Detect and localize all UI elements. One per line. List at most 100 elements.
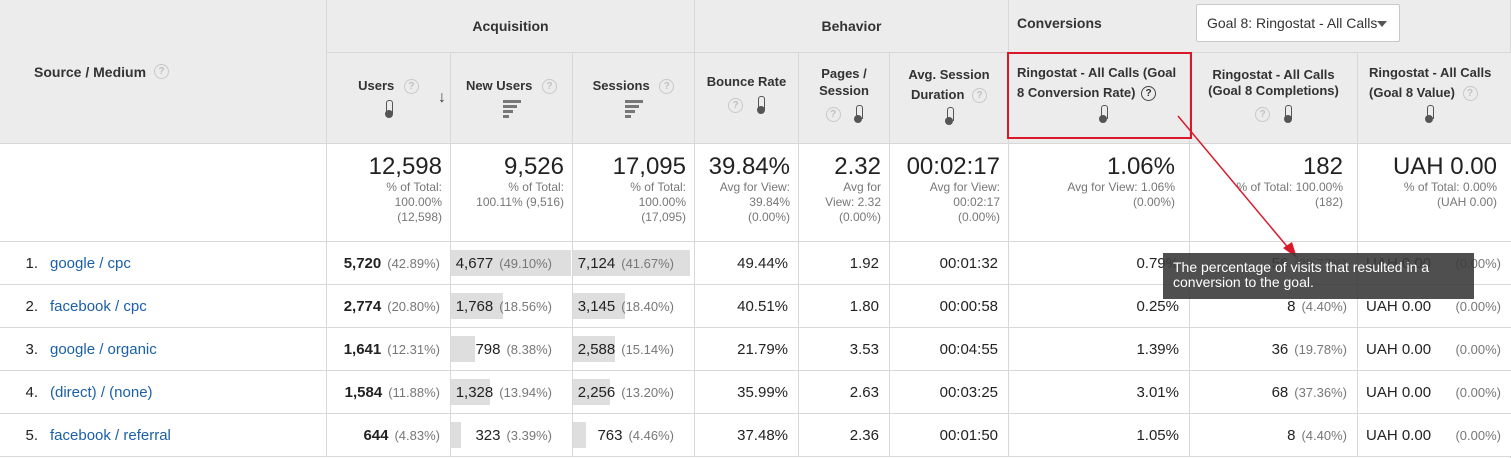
cell-value: UAH 0.00 <box>1366 426 1432 444</box>
cell-value: 1,328 <box>455 383 494 401</box>
total-goal-value: UAH 0.00 % of Total: 0.00% (UAH 0.00) <box>1358 144 1511 242</box>
cell-value: UAH 0.00 (0.00%) <box>1358 371 1511 414</box>
help-icon[interactable]: ? <box>1255 106 1271 122</box>
conversion-rate-header-line1: Ringostat - All Calls (Goal <box>1017 65 1177 80</box>
cell-percent: (42.89%) <box>387 255 440 271</box>
total-caption: 00:02:17 <box>953 195 1000 209</box>
total-caption: 100.00% <box>638 195 686 209</box>
cell-new-users: 1,768 (18.56%) <box>451 285 573 328</box>
completions-header-line1: Ringostat - All Calls <box>1212 67 1335 82</box>
total-pages-session: 2.32 Avg for View: 2.32 (0.00%) <box>799 144 890 242</box>
cell-pages: 1.80 <box>799 285 890 328</box>
thermometer-icon[interactable] <box>384 100 393 119</box>
bar-chart-icon[interactable] <box>502 98 521 118</box>
users-header-label: Users <box>358 78 395 93</box>
cell-percent: (0.00%) <box>1455 298 1501 314</box>
total-value: 17,095 <box>612 153 686 180</box>
cell-percent: (18.40%) <box>621 298 674 314</box>
conversion-rate-header-line2: 8 Conversion Rate) <box>1017 85 1136 100</box>
thermometer-icon[interactable] <box>1099 104 1108 123</box>
cell-value: 5,720 <box>343 254 382 272</box>
row-number: 5. <box>25 426 38 444</box>
help-icon[interactable]: ? <box>972 88 988 104</box>
thermometer-icon[interactable] <box>1425 104 1434 123</box>
cell-completions: 36 (19.78%) <box>1190 328 1358 371</box>
share-bar <box>451 336 475 362</box>
cell-value: 00:01:50 <box>939 426 998 444</box>
help-icon[interactable]: ? <box>154 64 170 79</box>
bar-chart-icon[interactable] <box>624 98 643 118</box>
cell-percent: (41.67%) <box>621 255 674 271</box>
cell-value: 323 <box>475 426 501 444</box>
bounce-rate-column-header[interactable]: Bounce Rate ? <box>695 53 799 144</box>
totals-label-cell <box>0 144 327 242</box>
total-caption: View: 2.32 <box>825 195 881 209</box>
cell-sessions: 2,588 (15.14%) <box>573 328 695 371</box>
sessions-column-header[interactable]: Sessions ? <box>573 53 695 144</box>
cell-percent: (8.38%) <box>506 341 552 357</box>
cell-users: 1,584 (11.88%) <box>327 371 451 414</box>
thermometer-icon[interactable] <box>945 106 954 125</box>
share-bar <box>451 250 571 276</box>
cell-completions: 8 (4.40%) <box>1190 414 1358 457</box>
cell-percent: (0.00%) <box>1455 427 1501 443</box>
conversion-rate-column-header[interactable]: Ringostat - All Calls (Goal 8 Conversion… <box>1009 53 1190 144</box>
source-medium-link[interactable]: facebook / referral <box>50 426 171 444</box>
completions-column-header[interactable]: Ringostat - All Calls (Goal 8 Completion… <box>1190 53 1358 144</box>
thermometer-icon[interactable] <box>1283 105 1293 123</box>
cell-percent: (0.00%) <box>1455 341 1501 357</box>
users-column-header[interactable]: Users ? ↓ <box>327 53 451 144</box>
cell-duration: 00:01:50 <box>890 414 1009 457</box>
share-bar <box>573 250 690 276</box>
table-row-source: 4. (direct) / (none) <box>0 371 327 414</box>
total-caption: 100.00% <box>394 195 442 209</box>
share-bar <box>451 293 504 319</box>
help-icon[interactable]: ? <box>1141 86 1157 102</box>
total-caption: 39.84% <box>749 195 790 209</box>
cell-value: 00:04:55 <box>939 340 998 358</box>
total-value: 9,526 <box>503 153 564 180</box>
help-icon[interactable]: ? <box>1462 86 1478 102</box>
thermometer-icon[interactable] <box>854 105 863 123</box>
cell-new-users: 323 (3.39%) <box>451 414 573 457</box>
cell-bounce: 35.99% <box>695 371 799 414</box>
acquisition-group-header: Acquisition <box>327 0 695 53</box>
help-icon[interactable]: ? <box>825 106 841 122</box>
goal-selector-dropdown[interactable]: Goal 8: Ringostat - All Calls <box>1196 4 1400 42</box>
cell-value: 1,768 <box>455 297 494 315</box>
help-icon[interactable]: ? <box>728 97 744 113</box>
cell-value: 2.63 <box>849 383 879 401</box>
cell-pages: 1.92 <box>799 242 890 285</box>
goal-value-column-header[interactable]: Ringostat - All Calls (Goal 8 Value) ? <box>1358 53 1511 144</box>
source-medium-header[interactable]: Source / Medium ? <box>0 0 327 144</box>
total-value: 2.32 <box>834 153 881 180</box>
table-row-source: 2. facebook / cpc <box>0 285 327 328</box>
total-value: 182 <box>1302 153 1343 180</box>
sessions-header-label: Sessions <box>592 78 650 93</box>
cell-value: 2,774 <box>343 297 382 315</box>
cell-sessions: 763 (4.46%) <box>573 414 695 457</box>
cell-percent: (12.31%) <box>387 341 440 357</box>
source-medium-link[interactable]: google / cpc <box>50 254 131 272</box>
total-conversion-rate: 1.06% Avg for View: 1.06% (0.00%) <box>1009 144 1190 242</box>
avg-duration-column-header[interactable]: Avg. Session Duration ? <box>890 53 1009 144</box>
cell-bounce: 21.79% <box>695 328 799 371</box>
source-medium-link[interactable]: google / organic <box>50 340 157 358</box>
total-new-users: 9,526 % of Total: 100.11% (9,516) <box>451 144 573 242</box>
total-value: UAH 0.00 <box>1392 153 1497 180</box>
pages-session-column-header[interactable]: Pages / Session ? <box>799 53 890 144</box>
source-medium-link[interactable]: facebook / cpc <box>50 297 147 315</box>
total-caption: 100.11% (9,516) <box>476 195 564 209</box>
row-number: 3. <box>25 340 38 358</box>
source-medium-link[interactable]: (direct) / (none) <box>50 383 153 401</box>
help-icon[interactable]: ? <box>403 79 419 95</box>
cell-value: UAH 0.00 <box>1366 383 1432 401</box>
help-icon[interactable]: ? <box>542 79 558 95</box>
thermometer-icon[interactable] <box>756 96 766 114</box>
new-users-column-header[interactable]: New Users ? <box>451 53 573 144</box>
total-caption: Avg for View: <box>719 180 790 194</box>
total-value: 00:02:17 <box>906 153 1000 180</box>
help-icon[interactable]: ? <box>659 79 675 95</box>
cell-duration: 00:04:55 <box>890 328 1009 371</box>
sort-descending-icon[interactable]: ↓ <box>438 89 446 106</box>
